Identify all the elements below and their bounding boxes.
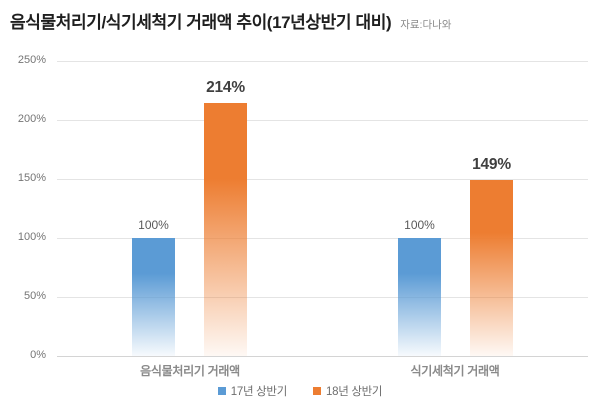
category-label: 식기세척기 거래액 [410, 364, 500, 378]
y-tick-label: 250% [17, 54, 46, 66]
gridline [57, 120, 588, 121]
gridline [57, 297, 588, 298]
y-tick-label: 150% [17, 172, 46, 184]
gridline [57, 179, 588, 180]
bar-18년 상반기-음식물처리기 거래액 [204, 103, 247, 356]
y-tick-label: 100% [17, 231, 46, 243]
bar-value-label: 149% [472, 156, 511, 173]
bar-value-label: 214% [206, 79, 245, 96]
legend-label: 17년 상반기 [230, 386, 288, 398]
bar-17년 상반기-식기세척기 거래액 [398, 238, 441, 356]
bar-value-label: 100% [138, 218, 169, 232]
legend-swatch [217, 387, 226, 395]
legend: 17년 상반기 18년 상반기 [0, 383, 600, 399]
legend-swatch [313, 387, 321, 395]
bar-18년 상반기-식기세척기 거래액 [470, 180, 513, 356]
legend-item: 17년 상반기 [217, 383, 288, 399]
legend-item: 18년 상반기 [313, 383, 383, 399]
bar-value-label: 100% [404, 218, 435, 232]
gridline [57, 61, 588, 62]
y-tick-label: 200% [17, 113, 46, 125]
category-label: 음식물처리기 거래액 [140, 364, 240, 378]
bar-17년 상반기-음식물처리기 거래액 [132, 238, 175, 356]
x-axis-line [57, 356, 588, 357]
chart-title: 음식물처리기/식기세척기 거래액 추이(17년상반기 대비) [10, 13, 392, 32]
chart-header: 음식물처리기/식기세척기 거래액 추이(17년상반기 대비) 자료:다나와 [10, 8, 451, 33]
legend-label: 18년 상반기 [326, 386, 383, 398]
source-label: 자료:다나와 [400, 19, 452, 31]
gridline [57, 238, 588, 239]
y-tick-label: 0% [30, 349, 46, 361]
y-tick-label: 50% [23, 290, 46, 302]
